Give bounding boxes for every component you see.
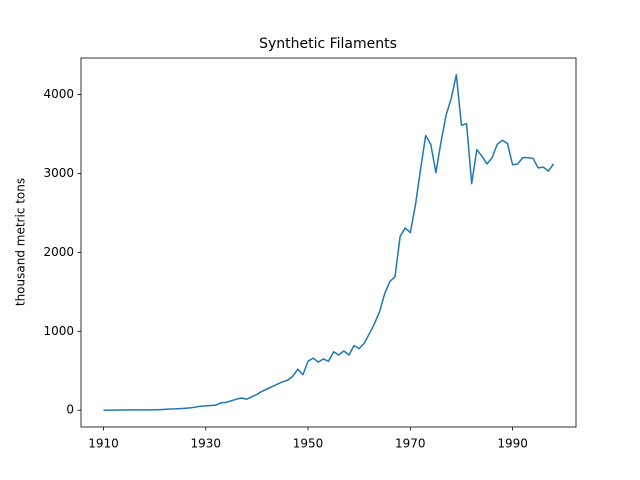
y-tick-label: 0: [66, 403, 74, 417]
x-tick-label: 1950: [293, 437, 324, 451]
x-tick-label: 1970: [395, 437, 426, 451]
line-series: [103, 74, 555, 411]
x-tick-label: 1990: [497, 437, 528, 451]
chart-title: Synthetic Filaments: [259, 36, 397, 52]
y-tick-label: 1000: [43, 324, 74, 338]
x-tick-label: 1930: [190, 437, 221, 451]
plot-frame: [80, 57, 577, 428]
y-tick-label: 4000: [43, 87, 74, 101]
y-tick-label: 2000: [43, 245, 74, 259]
y-tick-label: 3000: [43, 166, 74, 180]
y-axis-label: thousand metric tons: [14, 178, 28, 306]
x-tick-label: 1910: [88, 437, 119, 451]
